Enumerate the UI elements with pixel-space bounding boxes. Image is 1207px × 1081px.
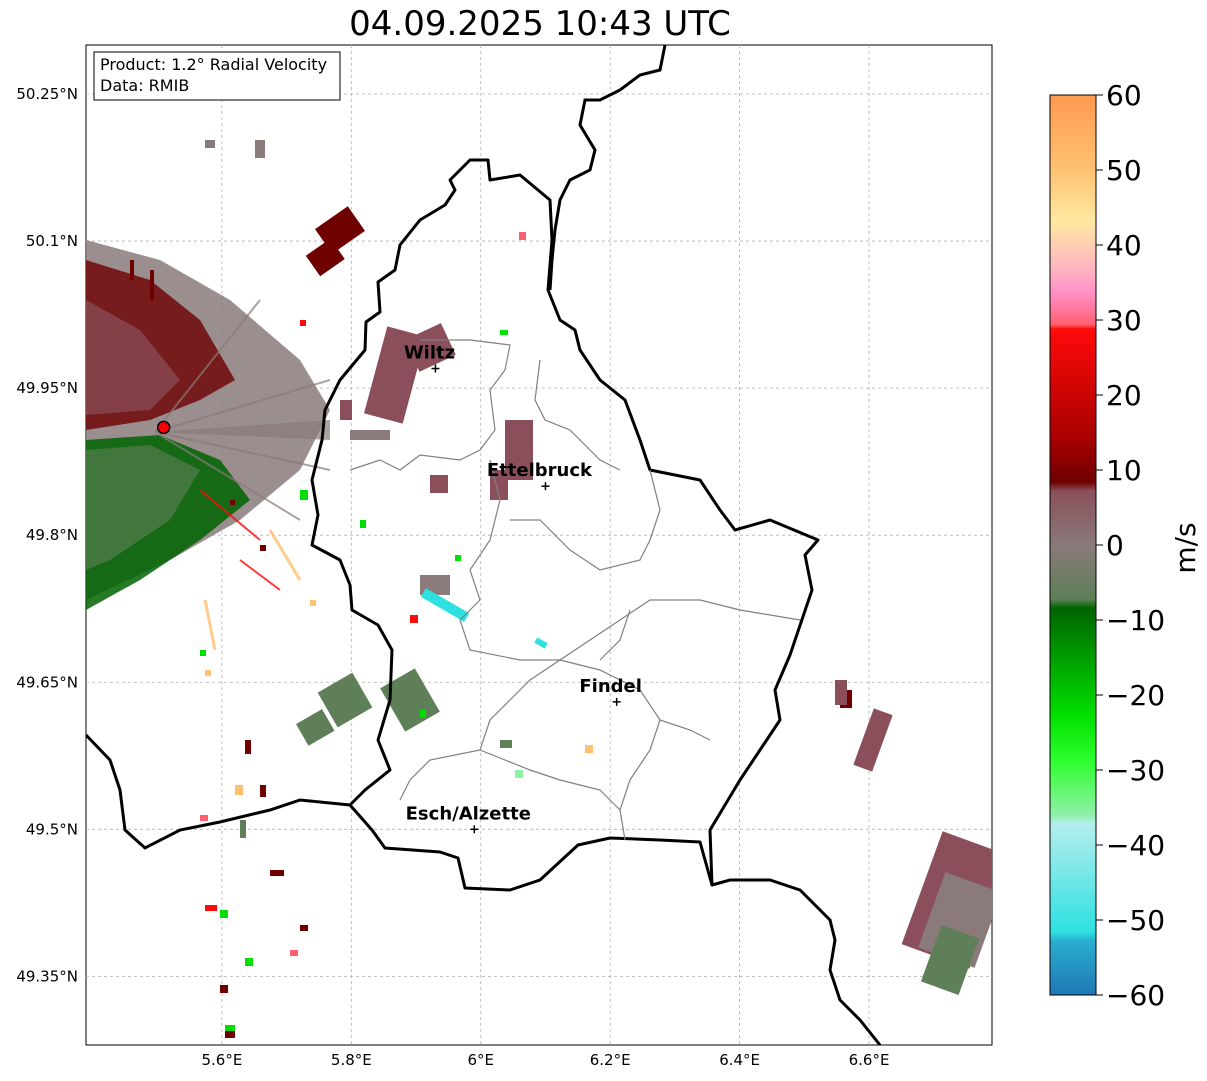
gridlines: [86, 45, 992, 1045]
city-label: Wiltz: [404, 343, 455, 364]
colorbar-tick-label: 20: [1106, 379, 1142, 412]
colorbar: 60 50 40 30 20 10 0 −10 −20 −30 −40 −50 −60 m/s: [1049, 79, 1202, 1012]
colorbar-ticks: 60 50 40 30 20 10 0 −10 −20 −30 −40 −50 −60: [1096, 79, 1165, 1012]
france-border: [86, 733, 351, 850]
y-tick-label: 49.8°N: [26, 526, 78, 544]
city-markers: Wiltz Ettelbruck Findel Esch/Alzette: [404, 343, 642, 834]
borders: [86, 45, 882, 1045]
colorbar-tick-label: −20: [1106, 679, 1165, 712]
city-label: Findel: [579, 676, 642, 697]
y-tick-label: 49.5°N: [26, 820, 78, 838]
radar-echoes: [86, 140, 992, 1038]
germany-belgium-border: [548, 45, 667, 291]
city-label: Esch/Alzette: [406, 803, 531, 824]
x-axis-ticks: 5.6°E 5.8°E 6°E 6.2°E 6.4°E 6.6°E: [201, 1051, 889, 1069]
colorbar-tick-label: 30: [1106, 304, 1142, 337]
colorbar-tick-label: 40: [1106, 229, 1142, 262]
x-tick-label: 6.6°E: [849, 1051, 890, 1069]
colorbar-tick-label: −40: [1106, 829, 1165, 862]
city-ettelbruck: Ettelbruck: [487, 460, 593, 491]
colorbar-gradient: [1049, 94, 1097, 996]
colorbar-tick-label: 0: [1106, 529, 1124, 562]
y-tick-label: 49.35°N: [16, 967, 78, 985]
internal-boundaries: [349, 339, 801, 841]
colorbar-tick-label: 50: [1106, 154, 1142, 187]
info-data: Data: RMIB: [100, 76, 189, 95]
map-title: 04.09.2025 10:43 UTC: [349, 4, 731, 44]
colorbar-tick-label: 60: [1106, 79, 1142, 112]
y-tick-label: 49.95°N: [16, 379, 78, 397]
x-tick-label: 6.2°E: [590, 1051, 631, 1069]
city-findel: Findel: [579, 676, 642, 706]
radar-site-marker: [156, 420, 171, 435]
x-tick-label: 6.4°E: [719, 1051, 760, 1069]
city-esch-alzette: Esch/Alzette: [406, 803, 531, 834]
y-tick-label: 50.1°N: [26, 232, 78, 250]
info-product: Product: 1.2° Radial Velocity: [100, 55, 327, 74]
germany-south-border: [711, 878, 882, 1045]
info-box: Product: 1.2° Radial Velocity Data: RMIB: [93, 51, 341, 101]
map-area: Wiltz Ettelbruck Findel Esch/Alzette Produc…: [16, 44, 993, 1069]
city-label: Ettelbruck: [487, 460, 593, 481]
colorbar-label: m/s: [1169, 522, 1202, 573]
y-axis-ticks: 50.25°N 50.1°N 49.95°N 49.8°N 49.65°N 49.5°N 4…: [16, 85, 78, 985]
colorbar-tick-label: −10: [1106, 604, 1165, 637]
x-tick-label: 5.8°E: [331, 1051, 372, 1069]
y-tick-label: 50.25°N: [16, 85, 78, 103]
y-tick-label: 49.65°N: [16, 673, 78, 691]
map-frame: [85, 44, 993, 1046]
colorbar-tick-label: −60: [1106, 979, 1165, 1012]
city-wiltz: Wiltz: [404, 343, 455, 373]
colorbar-tick-label: −50: [1106, 904, 1165, 937]
luxembourg-border: [310, 158, 820, 892]
colorbar-tick-label: −30: [1106, 754, 1165, 787]
colorbar-tick-label: 10: [1106, 454, 1142, 487]
x-tick-label: 6°E: [467, 1051, 494, 1069]
x-tick-label: 5.6°E: [201, 1051, 242, 1069]
